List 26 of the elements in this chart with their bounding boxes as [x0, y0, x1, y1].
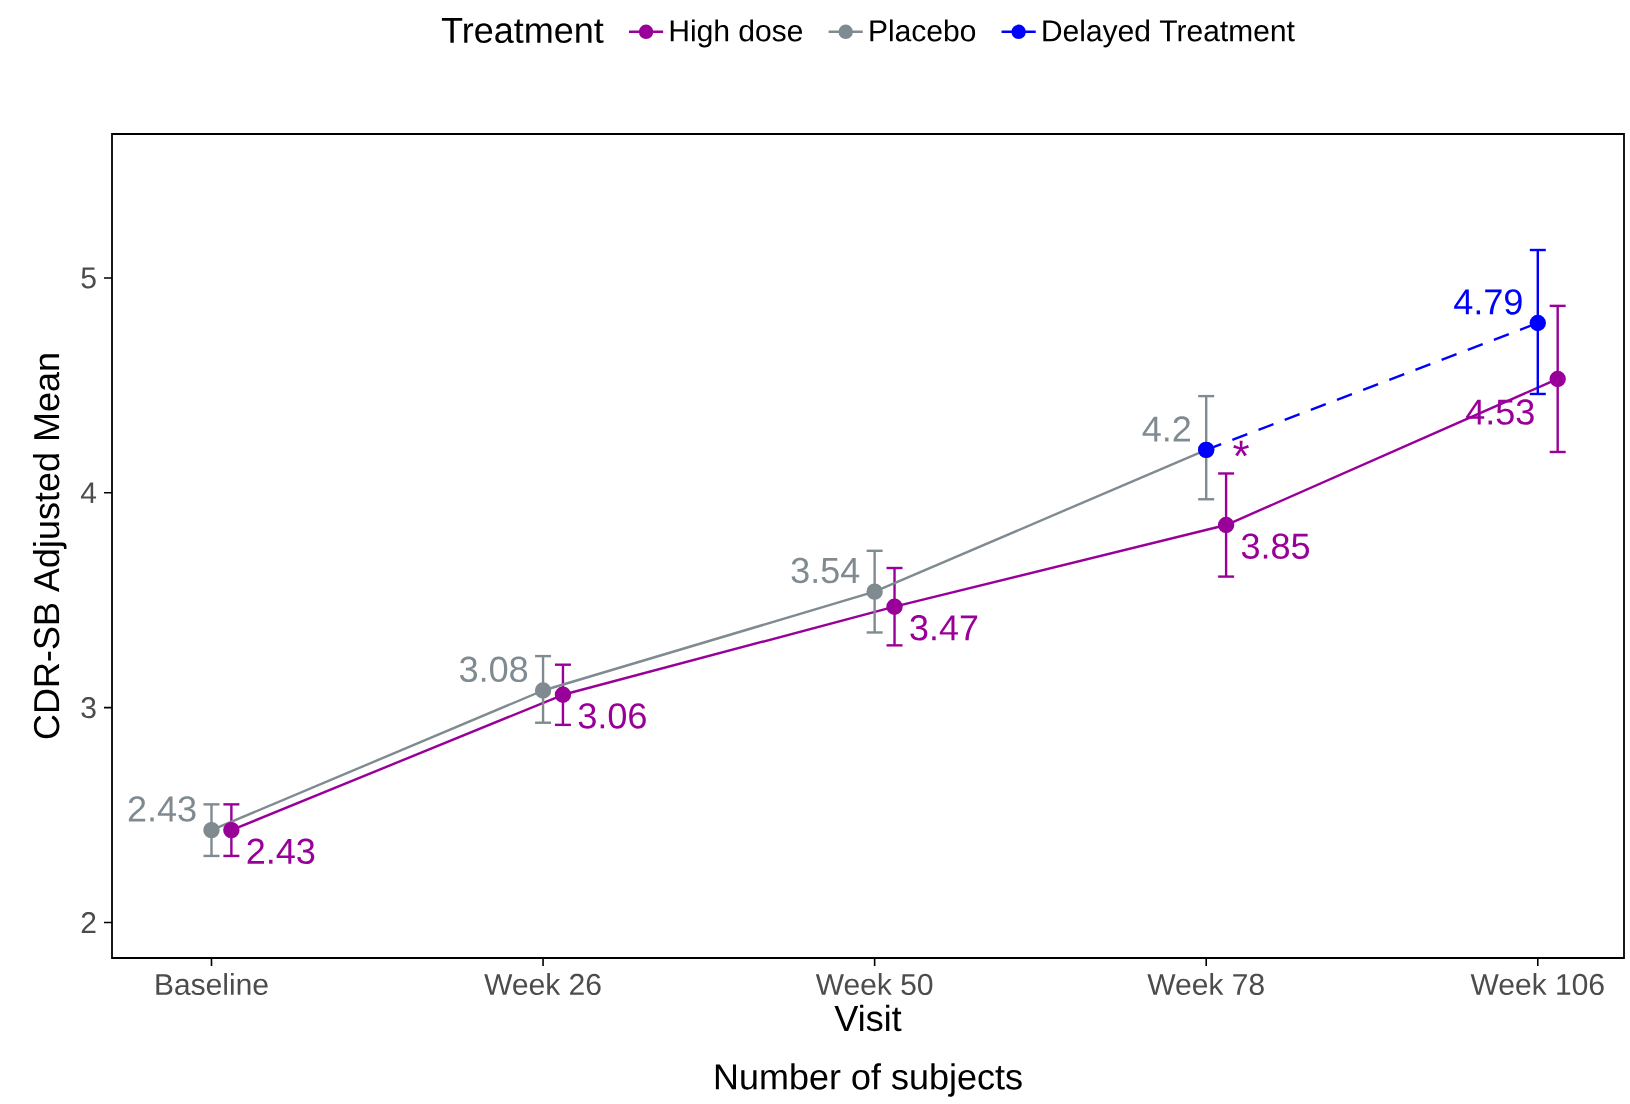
legend-label: High dose — [670, 19, 803, 48]
x-tick-label: Baseline — [156, 973, 268, 996]
data-label: 3.08 — [459, 656, 528, 683]
x-tick-label: Week 50 — [815, 973, 933, 996]
annotation: * — [1233, 440, 1249, 457]
data-label: 2.43 — [247, 838, 315, 865]
data-label: 3.54 — [791, 557, 860, 584]
legend-label: Delayed Treatment — [1043, 19, 1295, 48]
data-label: 2.43 — [128, 796, 196, 822]
data-label: 3.06 — [578, 703, 646, 729]
x-tick-label: Week 106 — [1470, 973, 1604, 996]
text: Number of subjects — [715, 1063, 1022, 1097]
x-tick-label: Week 26 — [484, 973, 601, 996]
data-label: 3.85 — [1241, 533, 1310, 559]
y-tick-label: 4 — [80, 482, 97, 504]
legend-title: Treatment — [441, 17, 604, 44]
y-tick-label: 3 — [81, 697, 96, 719]
legend-label: Placebo — [870, 19, 976, 42]
y-tick-label: 2 — [81, 912, 96, 934]
y-tick-label: 5 — [81, 267, 96, 289]
y-axis-title: CDR-SB Adjusted Mean — [32, 354, 67, 739]
data-label: 3.47 — [910, 615, 978, 641]
x-tick-label: Week 78 — [1147, 973, 1264, 996]
data-label: 4.2 — [1142, 416, 1191, 442]
x-axis-title: Visit — [834, 1004, 902, 1032]
data-label: 4.79 — [1454, 289, 1522, 315]
